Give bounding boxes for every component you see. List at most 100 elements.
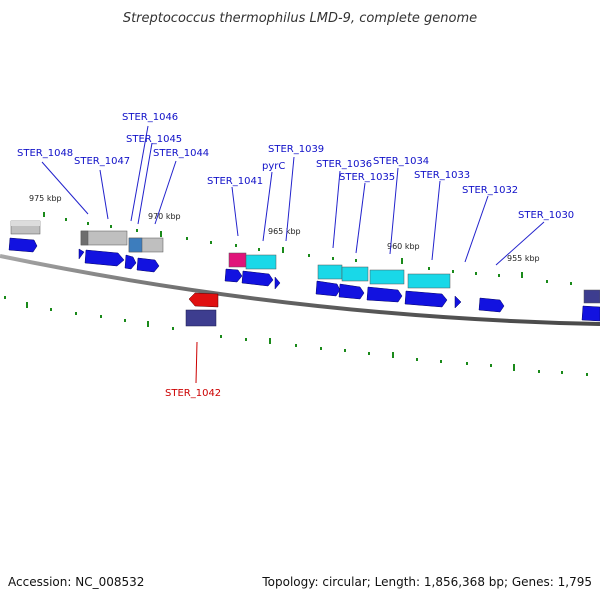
cds-arrow[interactable] xyxy=(224,268,243,283)
cds-arrow[interactable] xyxy=(581,305,600,322)
gene-label[interactable]: STER_1035 xyxy=(339,172,395,183)
tick-label-970kbp: 970 kbp xyxy=(148,212,181,221)
leader-line-reverse xyxy=(195,341,198,384)
gene-label[interactable]: STER_1034 xyxy=(373,156,429,167)
cds-arrow[interactable] xyxy=(404,290,448,308)
forward-cds-track xyxy=(8,237,600,322)
cds-arrow[interactable] xyxy=(124,254,137,270)
gene-bar[interactable] xyxy=(11,221,40,226)
minor-tick xyxy=(561,371,563,374)
leader-line xyxy=(495,221,545,266)
minor-tick xyxy=(452,270,454,273)
minor-tick xyxy=(245,338,247,341)
leader-line xyxy=(389,167,399,255)
gene-bar[interactable] xyxy=(80,230,89,246)
gene-bar[interactable] xyxy=(369,269,405,285)
gene-bar[interactable] xyxy=(317,264,343,280)
major-tick xyxy=(401,258,403,264)
gene-bar[interactable] xyxy=(245,254,277,270)
minor-tick xyxy=(100,315,102,318)
minor-tick xyxy=(258,248,260,251)
leader-line xyxy=(332,170,341,249)
minor-tick xyxy=(210,241,212,244)
tick-label-965kbp: 965 kbp xyxy=(268,227,301,236)
cds-arrow[interactable] xyxy=(84,249,125,267)
forward-gene-track xyxy=(10,220,600,304)
minor-tick xyxy=(295,344,297,347)
minor-tick xyxy=(344,349,346,352)
minor-tick xyxy=(428,267,430,270)
gene-label[interactable]: STER_1048 xyxy=(17,148,73,159)
gene-label-layer: STER_1048 STER_1047 STER_1046 STER_1045 … xyxy=(17,112,574,399)
minor-tick xyxy=(75,312,77,315)
gene-label[interactable]: STER_1045 xyxy=(126,134,182,145)
cds-arrow[interactable] xyxy=(241,270,274,287)
minor-tick xyxy=(50,308,52,311)
cds-arrow[interactable] xyxy=(8,237,38,253)
gene-label[interactable]: STER_1036 xyxy=(316,159,372,170)
gene-bar[interactable] xyxy=(583,289,600,304)
map-title: Streptococcus thermophilus LMD-9, comple… xyxy=(123,11,477,26)
minor-tick xyxy=(186,237,188,240)
minor-tick xyxy=(466,362,468,365)
leader-line xyxy=(355,182,366,254)
minor-tick xyxy=(332,257,334,260)
gene-bar[interactable] xyxy=(128,237,143,253)
cds-arrow[interactable] xyxy=(315,280,341,297)
minor-tick xyxy=(440,360,442,363)
minor-tick xyxy=(475,272,477,275)
cds-arrow[interactable] xyxy=(274,276,281,290)
gene-label[interactable]: STER_1033 xyxy=(414,170,470,181)
major-tick xyxy=(43,212,45,217)
cds-arrow[interactable] xyxy=(366,286,403,303)
tick-label-975kbp: 975 kbp xyxy=(29,194,62,203)
leader-line xyxy=(41,161,89,215)
gene-label[interactable]: STER_1046 xyxy=(122,112,178,123)
gene-label[interactable]: STER_1030 xyxy=(518,210,574,221)
major-tick xyxy=(26,302,28,308)
gene-label[interactable]: STER_1039 xyxy=(268,144,324,155)
inner-tick-ring xyxy=(4,296,588,376)
minor-tick xyxy=(65,218,67,221)
gene-label[interactable]: STER_1032 xyxy=(462,185,518,196)
leader-line xyxy=(464,195,489,263)
gene-bar[interactable] xyxy=(185,309,217,327)
leader-line xyxy=(154,160,177,225)
major-tick xyxy=(160,231,162,237)
label-leader-lines xyxy=(41,125,545,384)
cds-arrow[interactable] xyxy=(454,295,462,309)
major-tick xyxy=(282,247,284,253)
gene-bar[interactable] xyxy=(407,273,451,289)
gene-label[interactable]: STER_1047 xyxy=(74,156,130,167)
minor-tick xyxy=(235,244,237,247)
minor-tick xyxy=(498,274,500,277)
minor-tick xyxy=(320,347,322,350)
minor-tick xyxy=(355,259,357,262)
minor-tick xyxy=(490,364,492,367)
minor-tick xyxy=(87,222,89,225)
gene-label[interactable]: STER_1044 xyxy=(153,148,209,159)
major-tick xyxy=(521,272,523,278)
minor-tick xyxy=(110,225,112,228)
minor-tick xyxy=(136,229,138,232)
major-tick xyxy=(392,352,394,358)
gene-label-reverse[interactable]: STER_1042 xyxy=(165,388,221,399)
gene-label[interactable]: STER_1041 xyxy=(207,176,263,187)
cds-arrow[interactable] xyxy=(478,297,505,313)
minor-tick xyxy=(416,358,418,361)
cds-arrow[interactable] xyxy=(78,248,85,260)
gene-bar[interactable] xyxy=(341,266,369,282)
minor-tick xyxy=(124,319,126,322)
gene-label[interactable]: pyrC xyxy=(262,161,285,172)
cds-arrow-reverse[interactable] xyxy=(188,292,219,308)
cds-arrow[interactable] xyxy=(338,283,365,300)
minor-tick xyxy=(368,352,370,355)
leader-line xyxy=(285,156,295,242)
leader-line xyxy=(231,186,239,237)
cds-arrow[interactable] xyxy=(136,257,160,273)
tick-label-960kbp: 960 kbp xyxy=(387,242,420,251)
minor-tick xyxy=(538,370,540,373)
minor-tick xyxy=(546,280,548,283)
gene-bar[interactable] xyxy=(228,252,247,268)
